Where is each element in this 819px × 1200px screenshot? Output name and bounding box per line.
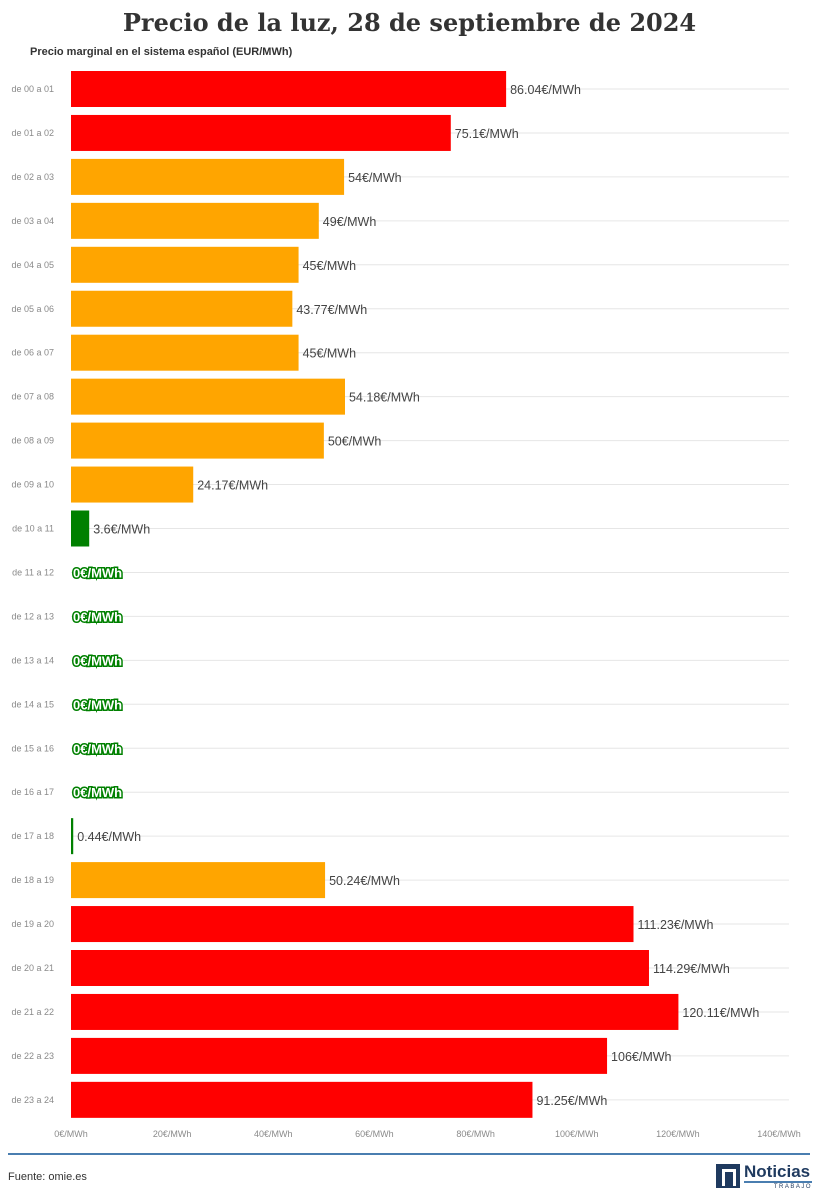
value-label: 24.17€/MWh <box>197 479 268 493</box>
category-label: de 10 a 11 <box>12 524 54 534</box>
value-label: 0€/MWh <box>73 741 122 756</box>
bar <box>71 246 299 283</box>
value-label: 54€/MWh <box>348 171 402 185</box>
value-label: 0€/MWh <box>73 785 122 800</box>
logo-main-text: Noticias <box>744 1162 811 1181</box>
category-label: de 11 a 12 <box>12 567 54 577</box>
value-label: 54.18€/MWh <box>349 391 420 405</box>
x-tick-label: 120€/MWh <box>656 1129 700 1139</box>
value-label: 0€/MWh <box>73 565 122 580</box>
bar <box>71 950 649 986</box>
value-label: 0€/MWh <box>73 697 122 712</box>
category-label: de 19 a 20 <box>11 919 54 929</box>
chart-subtitle: Precio marginal en el sistema español (E… <box>30 46 293 58</box>
value-label: 45€/MWh <box>303 259 357 273</box>
footer-divider <box>8 1153 810 1155</box>
bar <box>71 202 319 239</box>
category-label: de 05 a 06 <box>11 304 54 314</box>
value-label: 0€/MWh <box>73 609 122 624</box>
value-label: 120.11€/MWh <box>682 1006 759 1020</box>
value-label: 45€/MWh <box>303 347 357 361</box>
value-label: 3.6€/MWh <box>93 523 150 537</box>
category-label: de 16 a 17 <box>11 787 54 797</box>
category-label: de 18 a 19 <box>11 875 54 885</box>
category-label: de 01 a 02 <box>11 128 54 138</box>
value-label: 91.25€/MWh <box>536 1094 607 1108</box>
bar <box>71 466 194 503</box>
bar <box>71 993 679 1030</box>
x-tick-label: 60€/MWh <box>355 1129 394 1139</box>
category-label: de 14 a 15 <box>11 699 54 709</box>
category-label: de 00 a 01 <box>11 84 54 94</box>
category-label: de 12 a 13 <box>11 611 54 621</box>
bar <box>71 378 345 415</box>
x-tick-label: 100€/MWh <box>555 1129 599 1139</box>
bar <box>71 114 451 151</box>
x-tick-label: 0€/MWh <box>54 1129 88 1139</box>
value-label: 75.1€/MWh <box>455 127 519 141</box>
bar-chart: de 00 a 01 86.04€/MWh de 01 a 02 75.1€/MWh d… <box>11 71 801 1139</box>
x-tick-label: 140€/MWh <box>757 1129 801 1139</box>
category-label: de 04 a 05 <box>11 260 54 270</box>
bar <box>71 71 507 107</box>
category-label: de 23 a 24 <box>11 1095 54 1105</box>
category-label: de 21 a 22 <box>11 1007 54 1017</box>
bar <box>71 158 345 195</box>
category-label: de 13 a 14 <box>11 655 54 665</box>
category-label: de 20 a 21 <box>11 963 54 973</box>
value-label: 106€/MWh <box>611 1050 671 1064</box>
value-label: 49€/MWh <box>323 215 377 229</box>
value-label: 0.44€/MWh <box>77 830 141 844</box>
value-label: 43.77€/MWh <box>296 303 367 317</box>
logo-sub-text: TRABAJO <box>744 1181 812 1190</box>
noticias-trabajo-logo[interactable]: Noticias TRABAJO <box>716 1162 812 1190</box>
x-tick-label: 80€/MWh <box>456 1129 495 1139</box>
category-label: de 06 a 07 <box>11 348 54 358</box>
bar <box>71 334 299 371</box>
value-label: 111.23€/MWh <box>638 918 714 932</box>
x-tick-label: 20€/MWh <box>153 1129 192 1139</box>
category-label: de 17 a 18 <box>11 831 54 841</box>
value-label: 50€/MWh <box>328 435 382 449</box>
bar <box>71 1037 608 1074</box>
category-label: de 08 a 09 <box>11 436 54 446</box>
value-label: 0€/MWh <box>73 653 122 668</box>
category-label: de 09 a 10 <box>11 480 54 490</box>
category-label: de 22 a 23 <box>11 1051 54 1061</box>
category-label: de 07 a 08 <box>11 392 54 402</box>
value-label: 50.24€/MWh <box>329 874 400 888</box>
bar <box>71 290 293 327</box>
value-label: 114.29€/MWh <box>653 962 730 976</box>
bar <box>71 510 90 547</box>
x-tick-label: 40€/MWh <box>254 1129 293 1139</box>
source-text: Fuente: omie.es <box>8 1171 87 1183</box>
value-label: 86.04€/MWh <box>510 83 581 97</box>
category-label: de 02 a 03 <box>11 172 54 182</box>
bar <box>71 818 74 855</box>
bar <box>71 862 326 899</box>
bar <box>71 906 634 943</box>
category-label: de 15 a 16 <box>11 743 54 753</box>
category-label: de 03 a 04 <box>11 216 54 226</box>
chart-title: Precio de la luz, 28 de septiembre de 20… <box>122 8 697 37</box>
bar <box>71 1081 533 1118</box>
bar <box>71 422 324 459</box>
logo-mark-icon <box>716 1164 740 1188</box>
